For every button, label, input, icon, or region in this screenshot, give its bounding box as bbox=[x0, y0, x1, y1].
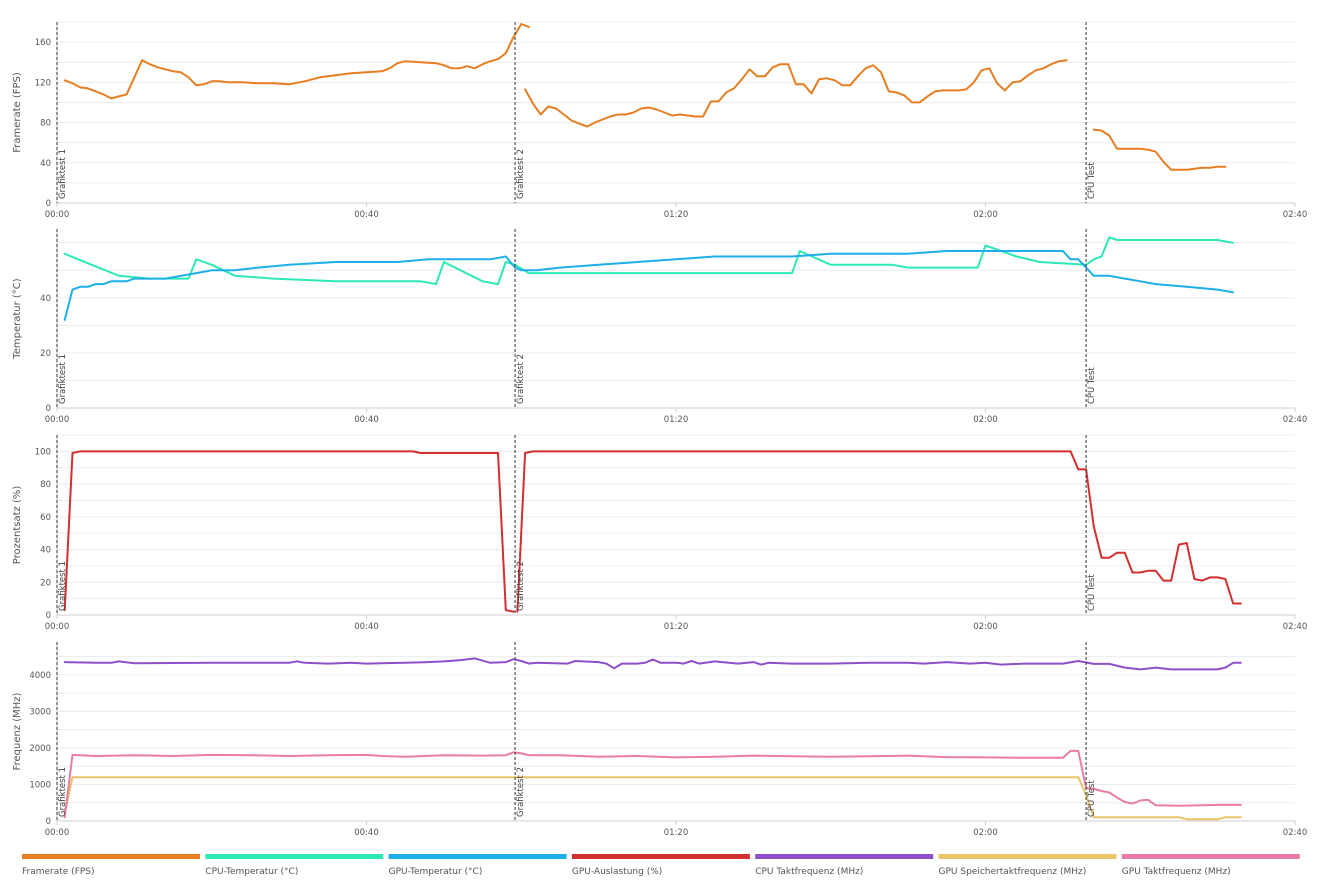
y-axis-title: Temperatur (°C) bbox=[12, 278, 23, 359]
x-tick-label: 00:00 bbox=[45, 415, 70, 425]
legend-swatch bbox=[388, 854, 567, 859]
series-line-gpu-temperatur-c- bbox=[63, 250, 1235, 321]
test-marker-label: Grafiktest 1 bbox=[58, 767, 68, 817]
y-tick-label: 2000 bbox=[29, 744, 51, 754]
x-tick-label: 00:00 bbox=[45, 210, 70, 220]
test-marker-label: Grafiktest 2 bbox=[516, 354, 526, 404]
legend-label: GPU Taktfrequenz (MHz) bbox=[1122, 867, 1231, 877]
chart-panel-3: 0 1000 2000 3000 4000 00:00 00:40 01:20 02:00 02:… bbox=[12, 642, 1307, 838]
series-line-gpu-auslastung- bbox=[516, 450, 1242, 613]
y-tick-label: 3000 bbox=[29, 707, 51, 717]
y-tick-label: 60 bbox=[40, 513, 51, 523]
series-line-framerate-fps- bbox=[1092, 128, 1227, 171]
series-line-gpu-taktfrequenz-mhz- bbox=[63, 749, 1242, 819]
series-line-cpu-taktfrequenz-mhz- bbox=[63, 657, 1242, 671]
y-axis-title: Framerate (FPS) bbox=[12, 72, 23, 153]
x-tick-label: 02:00 bbox=[973, 415, 998, 425]
x-tick-label: 02:40 bbox=[1283, 622, 1308, 632]
y-tick-label: 1000 bbox=[29, 780, 51, 790]
legend-swatch bbox=[755, 854, 934, 859]
x-tick-label: 01:20 bbox=[664, 622, 689, 632]
chart-panel-1: 0 20 40 00:00 00:40 01:20 02:00 02:40 Temperatur… bbox=[12, 229, 1307, 425]
legend-label: GPU-Auslastung (%) bbox=[572, 867, 662, 877]
series-line-framerate-fps- bbox=[524, 59, 1068, 128]
test-marker-label: Grafiktest 1 bbox=[58, 561, 68, 611]
x-tick-label: 00:40 bbox=[354, 622, 379, 632]
legend-label: GPU-Temperatur (°C) bbox=[389, 867, 483, 877]
y-tick-label: 100 bbox=[35, 447, 51, 457]
chart-panel-0: 0 40 80 120 160 00:00 00:40 01:20 02:00 02:40 Fram… bbox=[12, 21, 1308, 220]
x-tick-label: 01:20 bbox=[664, 828, 689, 838]
x-tick-label: 02:00 bbox=[973, 828, 998, 838]
x-tick-label: 02:40 bbox=[1283, 415, 1308, 425]
legend-label: GPU Speichertaktfrequenz (MHz) bbox=[939, 867, 1087, 877]
series-line-gpu-auslastung- bbox=[63, 450, 515, 613]
y-tick-label: 20 bbox=[40, 578, 51, 588]
y-tick-label: 4000 bbox=[29, 671, 51, 681]
test-marker-label: CPU Test bbox=[1087, 162, 1097, 199]
x-tick-label: 02:40 bbox=[1283, 828, 1308, 838]
legend-label: CPU Taktfrequenz (MHz) bbox=[755, 867, 863, 877]
chart-panel-2: 0 20 40 60 80 100 00:00 00:40 01:20 02:00 02:40 Pro… bbox=[12, 434, 1308, 632]
y-tick-label: 40 bbox=[40, 294, 51, 304]
y-tick-label: 80 bbox=[40, 119, 51, 129]
test-marker-label: CPU Test bbox=[1087, 574, 1097, 611]
legend-label: Framerate (FPS) bbox=[22, 867, 95, 877]
x-tick-label: 02:00 bbox=[973, 622, 998, 632]
y-tick-label: 0 bbox=[46, 611, 51, 621]
y-tick-label: 0 bbox=[46, 817, 51, 827]
y-tick-label: 40 bbox=[40, 546, 51, 556]
test-marker-label: Grafiktest 2 bbox=[516, 767, 526, 817]
y-tick-label: 40 bbox=[40, 159, 51, 169]
y-tick-label: 120 bbox=[35, 78, 51, 88]
y-tick-label: 160 bbox=[35, 38, 51, 48]
legend-swatch bbox=[1121, 854, 1300, 859]
x-tick-label: 01:20 bbox=[664, 210, 689, 220]
x-tick-label: 02:40 bbox=[1283, 210, 1308, 220]
test-marker-label: Grafiktest 2 bbox=[516, 149, 526, 199]
y-tick-label: 20 bbox=[40, 349, 51, 359]
x-tick-label: 01:20 bbox=[664, 415, 689, 425]
test-marker-label: CPU Test bbox=[1087, 367, 1097, 404]
x-tick-label: 00:00 bbox=[45, 622, 70, 632]
y-tick-label: 0 bbox=[46, 404, 51, 414]
y-tick-label: 80 bbox=[40, 480, 51, 490]
test-marker-label: CPU Test bbox=[1087, 780, 1097, 817]
y-axis-title: Prozentsatz (%) bbox=[12, 486, 23, 565]
x-tick-label: 02:00 bbox=[973, 210, 998, 220]
series-line-framerate-fps- bbox=[63, 23, 530, 100]
legend-label: CPU-Temperatur (°C) bbox=[205, 867, 298, 877]
test-marker-label: Grafiktest 1 bbox=[58, 149, 68, 199]
y-tick-label: 0 bbox=[46, 199, 51, 209]
legend-swatch bbox=[22, 854, 200, 859]
x-tick-label: 00:00 bbox=[45, 828, 70, 838]
x-tick-label: 00:40 bbox=[354, 210, 379, 220]
legend-swatch bbox=[938, 854, 1117, 859]
test-marker-label: Grafiktest 1 bbox=[58, 354, 68, 404]
y-axis-title: Frequenz (MHz) bbox=[12, 692, 23, 770]
chart-legend: Framerate (FPS) CPU-Temperatur (°C) GPU-Te… bbox=[22, 854, 1300, 877]
x-tick-label: 00:40 bbox=[354, 415, 379, 425]
x-tick-label: 00:40 bbox=[354, 828, 379, 838]
series-line-gpu-speichertaktfrequenz-mhz- bbox=[63, 776, 1242, 821]
legend-swatch bbox=[205, 854, 384, 859]
test-marker-label: Grafiktest 2 bbox=[516, 561, 526, 611]
legend-swatch bbox=[571, 854, 750, 859]
